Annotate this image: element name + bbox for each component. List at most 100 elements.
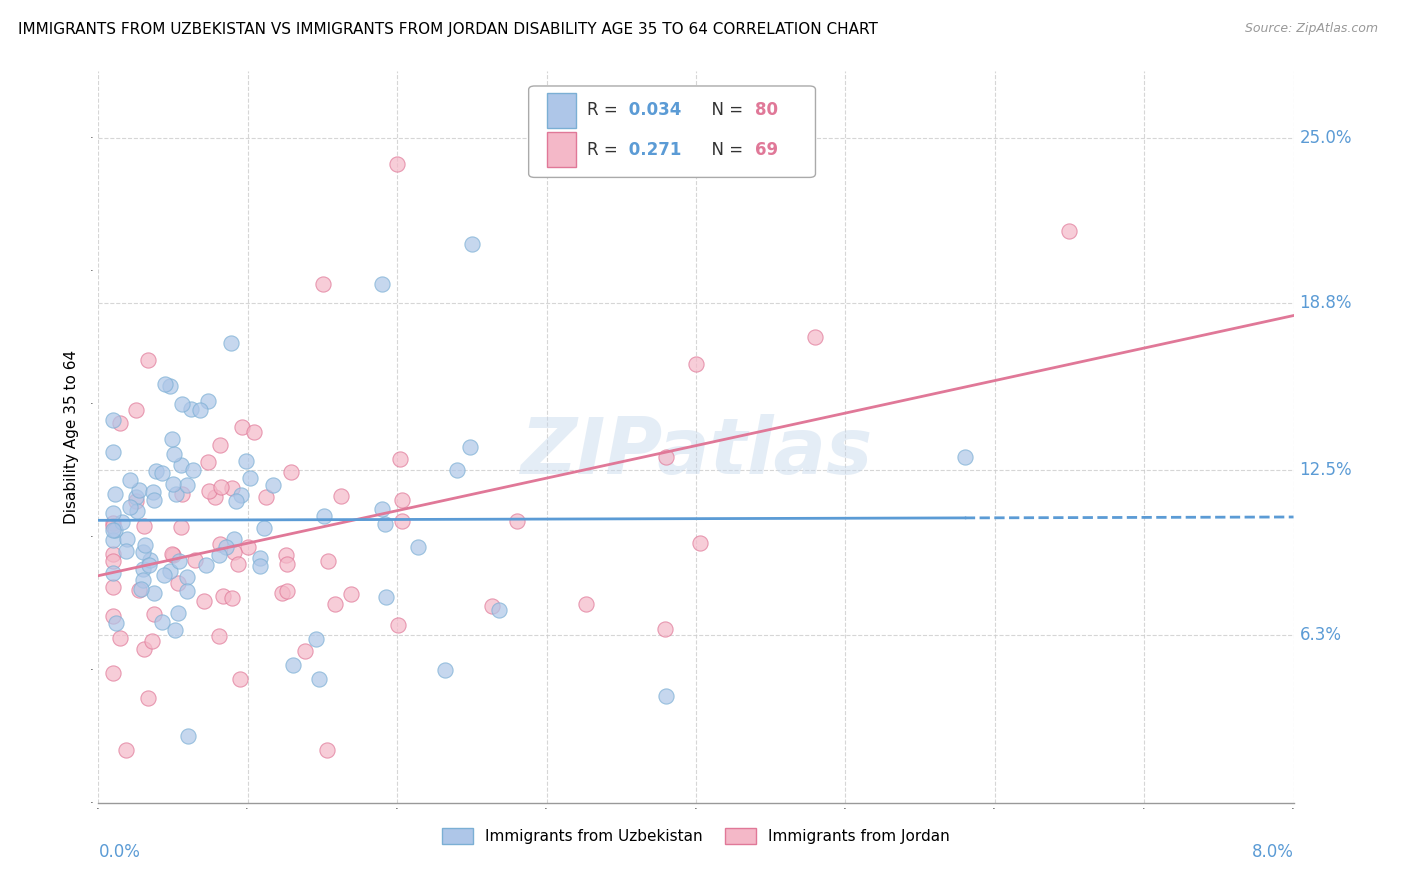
Point bbox=[281, 658, 304, 673]
Point bbox=[387, 617, 409, 632]
Point bbox=[128, 483, 150, 498]
Point bbox=[150, 615, 173, 629]
Point bbox=[167, 606, 190, 620]
Point bbox=[655, 450, 678, 464]
Text: R =: R = bbox=[588, 141, 623, 159]
Point bbox=[654, 622, 676, 636]
Point bbox=[685, 357, 707, 371]
Point bbox=[488, 602, 510, 616]
Point bbox=[152, 466, 174, 480]
Point bbox=[229, 488, 252, 502]
Point bbox=[103, 506, 125, 520]
Text: R =: R = bbox=[588, 101, 623, 120]
Text: 69: 69 bbox=[755, 141, 778, 159]
Point bbox=[128, 582, 150, 597]
Point bbox=[458, 440, 481, 454]
Point bbox=[136, 691, 159, 706]
FancyBboxPatch shape bbox=[547, 132, 576, 167]
Point bbox=[481, 599, 503, 613]
Point bbox=[115, 532, 138, 546]
Point bbox=[242, 425, 264, 439]
Point bbox=[655, 690, 678, 704]
Point bbox=[134, 538, 156, 552]
FancyBboxPatch shape bbox=[529, 86, 815, 178]
Point bbox=[160, 432, 183, 446]
Point bbox=[312, 509, 335, 524]
Point bbox=[180, 401, 202, 416]
Point bbox=[105, 615, 128, 630]
Point bbox=[159, 564, 181, 578]
Point bbox=[391, 493, 413, 508]
Legend: Immigrants from Uzbekistan, Immigrants from Jordan: Immigrants from Uzbekistan, Immigrants f… bbox=[436, 822, 956, 850]
Point bbox=[249, 550, 271, 565]
Point bbox=[374, 591, 396, 605]
Point bbox=[374, 517, 396, 532]
Text: Source: ZipAtlas.com: Source: ZipAtlas.com bbox=[1244, 22, 1378, 36]
Text: ZIPatlas: ZIPatlas bbox=[520, 414, 872, 490]
Text: 80: 80 bbox=[755, 101, 778, 120]
Text: 0.034: 0.034 bbox=[623, 101, 682, 120]
Point bbox=[176, 477, 198, 491]
Point bbox=[170, 396, 193, 410]
Point bbox=[305, 632, 328, 646]
Point bbox=[170, 458, 193, 472]
Text: 18.8%: 18.8% bbox=[1299, 293, 1353, 312]
Point bbox=[103, 519, 125, 533]
Point bbox=[124, 493, 146, 508]
Point bbox=[446, 463, 468, 477]
Point bbox=[197, 394, 219, 409]
Point bbox=[370, 502, 392, 516]
Point bbox=[209, 438, 232, 452]
Point bbox=[177, 729, 200, 743]
Point bbox=[226, 557, 249, 571]
Point bbox=[104, 523, 127, 537]
Point bbox=[408, 541, 430, 555]
Point bbox=[139, 553, 162, 567]
Point bbox=[169, 520, 191, 534]
Text: N =: N = bbox=[700, 141, 748, 159]
Point bbox=[308, 673, 330, 687]
Point bbox=[160, 547, 183, 561]
Point bbox=[132, 562, 155, 576]
Point bbox=[238, 540, 260, 554]
Point bbox=[142, 492, 165, 507]
Point bbox=[211, 589, 233, 603]
Point bbox=[115, 742, 138, 756]
Point bbox=[162, 477, 184, 491]
Point bbox=[274, 548, 297, 562]
Point bbox=[953, 450, 976, 464]
Point bbox=[804, 330, 827, 344]
Point bbox=[276, 584, 298, 599]
Point bbox=[253, 521, 276, 535]
Point bbox=[103, 516, 125, 531]
Point bbox=[108, 631, 131, 645]
Point bbox=[208, 629, 231, 643]
Point bbox=[138, 352, 160, 367]
Point bbox=[271, 586, 294, 600]
Y-axis label: Disability Age 35 to 64: Disability Age 35 to 64 bbox=[65, 350, 79, 524]
Point bbox=[505, 514, 527, 528]
Point bbox=[120, 500, 142, 514]
Point bbox=[153, 377, 176, 392]
Point bbox=[224, 532, 246, 546]
Point bbox=[221, 591, 243, 606]
Point bbox=[209, 537, 232, 551]
Point bbox=[153, 568, 176, 582]
Point bbox=[103, 580, 125, 594]
Point bbox=[371, 277, 394, 292]
Point bbox=[194, 558, 217, 573]
Point bbox=[434, 663, 457, 677]
Point bbox=[163, 623, 186, 637]
Point bbox=[103, 413, 125, 427]
Point bbox=[103, 666, 125, 681]
Point bbox=[143, 585, 166, 599]
Text: 0.271: 0.271 bbox=[623, 141, 682, 159]
Point bbox=[104, 487, 127, 501]
Point bbox=[125, 402, 148, 417]
Point bbox=[167, 554, 190, 568]
Point bbox=[145, 464, 167, 478]
Point bbox=[208, 548, 231, 562]
Point bbox=[125, 504, 148, 518]
Point bbox=[249, 558, 271, 573]
Text: 12.5%: 12.5% bbox=[1299, 461, 1353, 479]
